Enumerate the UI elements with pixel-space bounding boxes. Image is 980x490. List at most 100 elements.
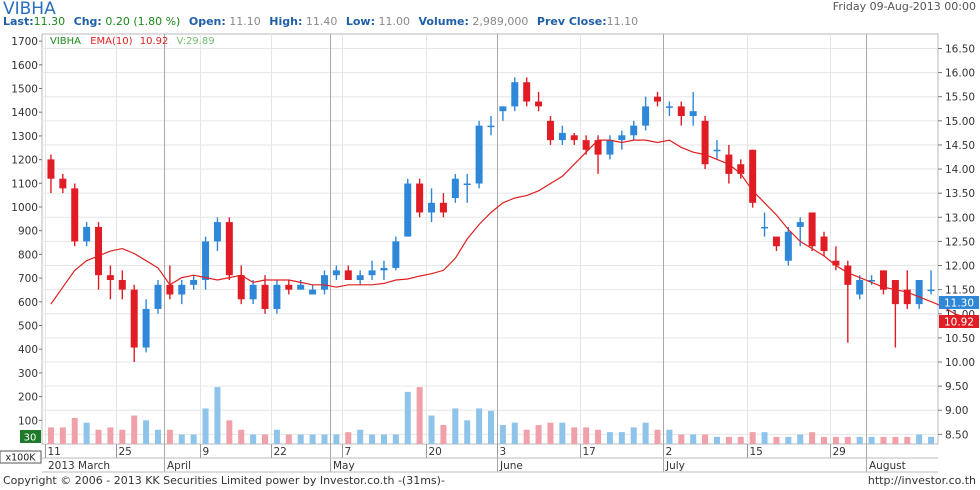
volume-bar [428, 415, 435, 444]
volume-tick-label: 100 [18, 415, 38, 427]
candle-body [594, 140, 602, 155]
volume-tick-label: 500 [18, 321, 38, 333]
volume-bar [761, 432, 768, 444]
site-link[interactable]: http://investor.co.th [867, 474, 976, 487]
date-tick-label: 25 [119, 446, 132, 458]
volume-tick-label: 900 [18, 226, 38, 238]
candle-body [832, 260, 840, 266]
candle-body [475, 125, 483, 184]
volume-bar [749, 432, 756, 444]
volume-bar [725, 436, 732, 444]
volume-bar [821, 436, 828, 444]
legend-ema-label: EMA(10) [90, 36, 132, 47]
candle-body [523, 82, 531, 102]
volume-bar [832, 436, 839, 444]
volume-bar [880, 436, 887, 444]
volume-bar [392, 434, 399, 444]
volume-bar [904, 436, 911, 444]
candle-body [309, 289, 317, 295]
candle-body [535, 101, 543, 107]
candle-body [59, 178, 67, 189]
low-value: 11.00 [378, 15, 411, 28]
last-price-tag-value: 11.30 [944, 298, 974, 310]
volume-bar [357, 429, 364, 444]
price-tick-label: 13.00 [945, 212, 975, 224]
volume-bars [47, 387, 935, 444]
candle-body [749, 149, 757, 203]
volume-bar [262, 434, 269, 444]
volume-bar [511, 422, 518, 444]
volume-tick-label: 1000 [11, 202, 38, 214]
candle-body [701, 120, 709, 165]
high-value: 11.40 [305, 15, 338, 28]
volume-bar [321, 434, 328, 444]
volume-bar [571, 427, 578, 444]
candle-body [927, 289, 935, 292]
volume-bar [666, 429, 673, 444]
copyright-text: Copyright © 2006 - 2013 KK Securities Li… [3, 474, 445, 487]
candle-body [856, 280, 864, 295]
volume-bar [47, 427, 54, 444]
volume-bar [523, 429, 530, 444]
month-label: 2013 March [48, 460, 110, 472]
price-tick-label: 9.50 [945, 381, 968, 393]
volume-bar [547, 422, 554, 444]
candle-body [297, 284, 305, 290]
candle-body [202, 241, 210, 280]
volume-bar [297, 434, 304, 444]
candle-body [83, 226, 91, 242]
legend-ema-value: 10.92 [140, 36, 169, 47]
volume-bar [202, 408, 209, 444]
volume-bar [273, 429, 280, 444]
volume-tick-label: 300 [18, 368, 38, 380]
candle-body [178, 284, 186, 295]
candle-body [582, 140, 590, 150]
volume-tick-label: 1100 [11, 178, 38, 190]
candle-body [285, 284, 293, 290]
candle-body [225, 222, 233, 276]
date-tick-label: 7 [345, 446, 352, 458]
price-tick-label: 9.00 [945, 405, 968, 417]
candle-body [844, 265, 852, 285]
volume-bar [654, 429, 661, 444]
candle-body [261, 284, 269, 309]
candle-body [118, 280, 126, 290]
volume-bar [416, 387, 423, 444]
candle-body [606, 140, 614, 155]
volume-value: 2,989,000 [472, 15, 529, 28]
legend-symbol: VIBHA [50, 36, 81, 47]
candle-body [273, 284, 281, 309]
volume-bar [238, 429, 245, 444]
last-price-tag [939, 296, 979, 309]
volume-bar [143, 420, 150, 444]
month-label: August [869, 460, 906, 472]
legend: VIBHA EMA(10) 10.92 V:29.89 [50, 36, 215, 47]
volume-bar [285, 434, 292, 444]
month-label: June [499, 460, 523, 472]
candle-body [903, 289, 911, 305]
volume-bar [535, 425, 542, 444]
candle-body [868, 280, 876, 282]
price-tick-label: 12.00 [945, 261, 975, 273]
date-tick-label: 11 [48, 446, 61, 458]
date-tick-label: 17 [583, 446, 596, 458]
date-tick-label: 22 [274, 446, 287, 458]
candlesticks [47, 77, 935, 362]
ema-line [50, 139, 967, 319]
volume-bar [464, 420, 471, 444]
price-tick-label: 15.50 [945, 92, 975, 104]
candle-body [166, 284, 174, 295]
volume-bar [166, 429, 173, 444]
candle-body [451, 178, 459, 198]
candle-body [380, 267, 388, 271]
candle-body [344, 270, 352, 280]
price-tick-label: 14.00 [945, 164, 975, 176]
volume-bar [452, 408, 459, 444]
volume-bar [678, 434, 685, 444]
candle-body [761, 226, 769, 229]
candle-body [808, 212, 816, 247]
candle-body [332, 270, 340, 276]
candle-body [106, 275, 114, 280]
price-tick-label: 16.50 [945, 43, 975, 55]
candle-body [213, 222, 221, 242]
